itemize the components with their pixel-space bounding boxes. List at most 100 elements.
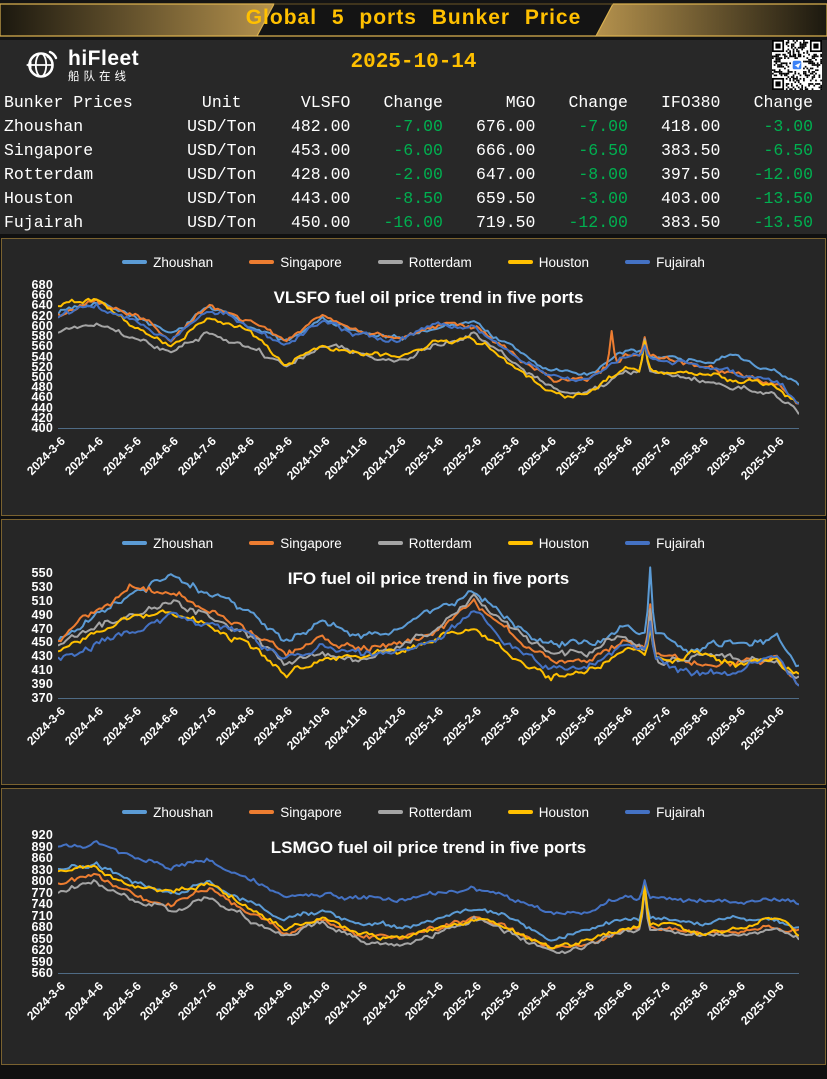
price-cell: 719.50: [475, 212, 536, 232]
y-tick-label: 830: [31, 862, 53, 877]
y-tick-label: 440: [31, 400, 53, 415]
y-tick-label: 400: [31, 421, 53, 435]
legend-line-icon: [625, 541, 651, 545]
legend-label: Singapore: [280, 535, 342, 551]
legend-label: Fujairah: [656, 254, 705, 270]
y-tick-label: 800: [31, 874, 53, 888]
unit-cell: USD/Ton: [187, 140, 257, 160]
legend-item-zhoushan: Zhoushan: [122, 536, 213, 551]
y-tick-label: 620: [31, 943, 53, 957]
legend-item-fujairah: Fujairah: [625, 805, 705, 820]
price-cell: 403.00: [660, 188, 721, 208]
qr-code: [772, 40, 822, 90]
unit-cell: USD/Ton: [187, 188, 257, 208]
change-cell: -16.00: [383, 212, 443, 232]
legend-line-icon: [625, 810, 651, 814]
column-header: Change: [753, 92, 813, 112]
unit-cell: USD/Ton: [187, 116, 257, 136]
y-tick-label: 450: [31, 635, 53, 650]
table-row: Fujairah USD/Ton 450.00 -16.00 719.50 -12.00 3…: [4, 210, 823, 234]
unit-cell: USD/Ton: [187, 164, 257, 184]
y-tick-label: 500: [31, 369, 53, 384]
legend-label: Rotterdam: [408, 804, 472, 820]
table-row: Rotterdam USD/Ton 428.00 -2.00 647.00 -8.00 39…: [4, 162, 823, 186]
bunker-price-table: Bunker Prices Unit VLSFO Change MGO Change IFO…: [4, 90, 823, 234]
change-cell: -6.50: [578, 140, 628, 160]
change-cell: -7.00: [578, 116, 628, 136]
legend-item-houston: Houston: [507, 805, 589, 820]
legend-line-icon: [377, 810, 403, 814]
legend-label: Singapore: [280, 804, 342, 820]
price-cell: 666.00: [475, 140, 536, 160]
chart-legend: Zhoushan Singapore Rotterdam Houston Fujaira…: [2, 789, 825, 825]
brand-subtitle: 船队在线: [68, 70, 130, 83]
legend-line-icon: [377, 260, 403, 264]
y-tick-label: 860: [31, 851, 53, 865]
legend-item-fujairah: Fujairah: [625, 536, 705, 551]
table-row: Singapore USD/Ton 453.00 -6.00 666.00 -6.50 38…: [4, 138, 823, 162]
header-block: hiFleet 船队在线 2025-10-14 Bunker Prices Uni…: [0, 40, 827, 234]
y-tick-label: 510: [31, 593, 53, 608]
price-cell: 418.00: [660, 116, 721, 136]
y-tick-label: 680: [31, 278, 53, 292]
change-cell: -8.50: [393, 188, 443, 208]
legend-label: Fujairah: [656, 804, 705, 820]
chart-title: VLSFO fuel oil price trend in five ports: [273, 288, 584, 307]
column-header: VLSFO: [300, 92, 351, 112]
y-tick-label: 490: [31, 607, 53, 622]
y-tick-label: 530: [31, 579, 53, 594]
legend-line-icon: [507, 810, 533, 814]
y-axis: 680 660 640 620 600 580 560 540 520 500 480 460 440 4…: [10, 278, 58, 435]
line-chart: [58, 566, 799, 698]
legend-label: Houston: [538, 254, 590, 270]
port-name: Fujairah: [4, 212, 84, 232]
legend-line-icon: [122, 260, 148, 264]
legend-line-icon: [625, 260, 651, 264]
legend-line-icon: [377, 541, 403, 545]
y-tick-label: 430: [31, 649, 53, 664]
port-name: Houston: [4, 188, 74, 208]
change-cell: -13.50: [753, 212, 813, 232]
legend-label: Zhoushan: [153, 254, 214, 270]
change-cell: -3.00: [578, 188, 628, 208]
price-cell: 659.50: [475, 188, 536, 208]
y-tick-label: 540: [31, 349, 53, 364]
brand: hiFleet 船队在线: [24, 43, 139, 88]
plot-area: IFO fuel oil price trend in five ports: [58, 566, 799, 699]
series-line-houston: [58, 866, 799, 949]
change-cell: -12.00: [568, 212, 628, 232]
banner-decoration: [0, 0, 827, 40]
title-banner: Global 5 ports Bunker Price: [0, 0, 827, 40]
chart-title: LSMGO fuel oil price trend in five ports: [270, 838, 587, 857]
y-tick-label: 390: [31, 677, 53, 692]
legend-label: Fujairah: [656, 535, 705, 551]
x-axis: 2024-3-6 2024-4-6 2024-5-6 2024-6-6 2024-7-6…: [24, 704, 787, 753]
y-tick-label: 550: [31, 565, 53, 580]
table-row: Zhoushan USD/Ton 482.00 -7.00 676.00 -7.00 418…: [4, 114, 823, 138]
port-name: Singapore: [4, 140, 94, 160]
chart-legend: Zhoushan Singapore Rotterdam Houston Fujaira…: [2, 239, 825, 275]
hifleet-logo-icon: [24, 43, 62, 88]
y-axis: 920 890 860 830 800 770 740 710 680 650 620 590 560: [10, 828, 58, 980]
legend-item-singapore: Singapore: [249, 536, 342, 551]
report-date: 2025-10-14: [350, 51, 477, 74]
plot-area: VLSFO fuel oil price trend in five ports: [58, 285, 799, 429]
column-header: Unit: [201, 92, 242, 112]
price-cell: 482.00: [290, 116, 351, 136]
series-line-houston: [58, 299, 799, 403]
y-tick-label: 920: [31, 828, 53, 842]
port-name: Zhoushan: [4, 116, 84, 136]
change-cell: -13.50: [753, 188, 813, 208]
legend-line-icon: [249, 260, 275, 264]
y-tick-label: 520: [31, 359, 53, 374]
ifo-chart-panel: Zhoushan Singapore Rotterdam Houston Fujaira…: [1, 519, 826, 785]
y-tick-label: 460: [31, 390, 53, 405]
change-cell: -3.00: [763, 116, 813, 136]
legend-line-icon: [122, 541, 148, 545]
legend-label: Zhoushan: [153, 804, 214, 820]
series-line-fujairah: [58, 304, 799, 404]
chart-legend: Zhoushan Singapore Rotterdam Houston Fujaira…: [2, 520, 825, 556]
legend-line-icon: [249, 541, 275, 545]
y-tick-label: 560: [31, 966, 53, 980]
change-cell: -8.00: [578, 164, 628, 184]
